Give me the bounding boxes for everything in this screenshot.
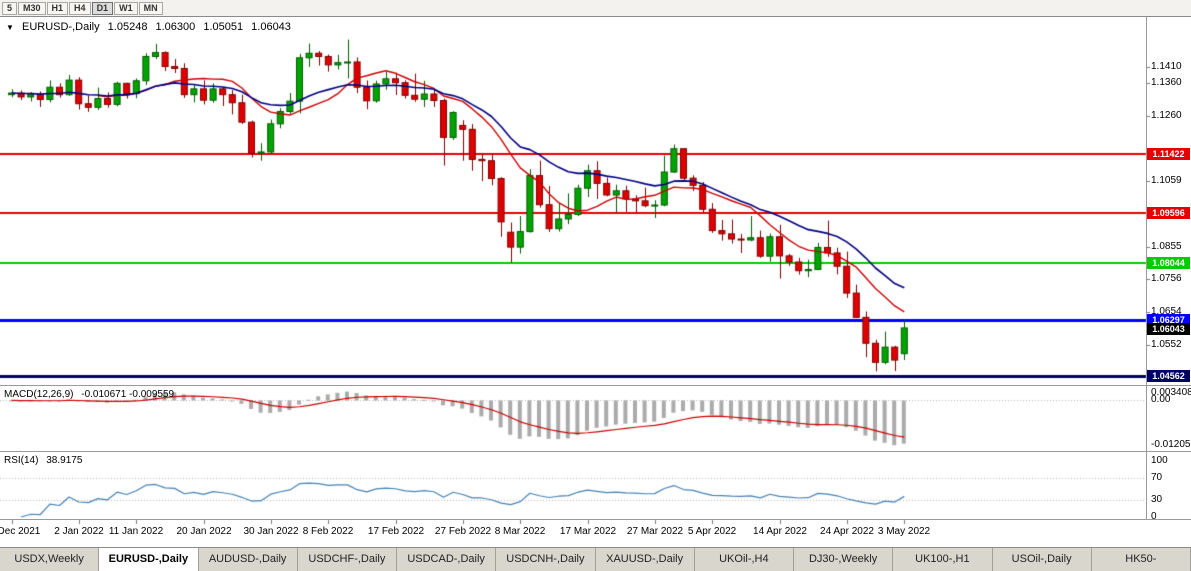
macd-axis-label-0003408: 0.003408: [1151, 387, 1191, 398]
price-axis-label-1-0756: 1.0756: [1151, 273, 1182, 284]
date-axis-label: 14 Apr 2022: [753, 526, 807, 537]
timeframe-toolbar: 5 M30 H1 H4 D1 W1 MN: [0, 0, 1191, 17]
tab-ukoil-h4[interactable]: UKOil-,H4: [694, 548, 794, 571]
date-axis-label: 27 Feb 2022: [434, 526, 492, 537]
symbol-tabbar: USDX,Weekly EURUSD-,Daily AUDUSD-,Daily USD…: [0, 547, 1191, 571]
ohlc-low-value: 1.05051: [203, 21, 244, 33]
timeframe-button-mn[interactable]: MN: [138, 1, 163, 15]
date-axis-label: 23 Dec 2021: [0, 526, 41, 537]
ohlc-high-value: 1.06300: [155, 21, 196, 33]
rsi-axis-label-30: 30: [1151, 494, 1163, 505]
timeframe-button-5[interactable]: 5: [2, 1, 18, 15]
price-axis-label-1-0654: 1.0654: [1151, 306, 1182, 317]
chart-region: ▼ EURUSD-,Daily 1.05248 1.06300 1.05051 …: [0, 17, 1191, 547]
date-axis-label: 11 Jan 2022: [108, 526, 164, 537]
date-axis-label: 17 Mar 2022: [559, 526, 617, 537]
macd-indicator-name: MACD(12,26,9): [4, 389, 74, 400]
panel-separator-main-macd[interactable]: [0, 385, 1191, 386]
macd-indicator-label: MACD(12,26,9) -0.010671 -0.009559: [4, 389, 179, 400]
ohlc-close-value: 1.06043: [251, 21, 291, 33]
timeframe-button-h4[interactable]: H4: [69, 1, 91, 15]
price-axis-line[interactable]: [1146, 17, 1147, 520]
chart-symbol-period: EURUSD-,Daily: [21, 21, 100, 33]
date-axis-label: 8 Mar 2022: [494, 526, 546, 537]
price-axis-label-1-1410: 1.1410: [1151, 61, 1182, 72]
level-badge-1-11422: 1.11422: [1147, 148, 1190, 160]
rsi-axis-label-0: 0: [1151, 511, 1157, 522]
tab-hk50[interactable]: HK50-: [1091, 548, 1191, 571]
date-axis-label: 8 Feb 2022: [302, 526, 354, 537]
tab-audusd-daily[interactable]: AUDUSD-,Daily: [198, 548, 298, 571]
tab-usdcnh-daily[interactable]: USDCNH-,Daily: [496, 548, 596, 571]
macd-indicator-values: -0.010671 -0.009559: [81, 389, 175, 400]
current-price-badge: 1.06043: [1147, 323, 1190, 335]
chart-title: ▼ EURUSD-,Daily 1.05248 1.06300 1.05051 …: [6, 21, 296, 33]
level-badge-1-09596: 1.09596: [1147, 207, 1190, 219]
level-badge-1-08044: 1.08044: [1147, 257, 1190, 269]
panel-separator-macd-rsi[interactable]: [0, 451, 1191, 452]
tab-uk100-h1[interactable]: UK100-,H1: [893, 548, 993, 571]
price-axis-label-1-0855: 1.0855: [1151, 241, 1182, 252]
panel-separator-rsi-dates[interactable]: [0, 519, 1191, 520]
price-axis-label-1-1260: 1.1260: [1151, 110, 1182, 121]
macd-axis-label-001205: -0.01205: [1151, 439, 1191, 450]
price-axis-label-1-1360: 1.1360: [1151, 77, 1182, 88]
chart-dropdown-icon[interactable]: ▼: [6, 23, 14, 32]
level-badge-1-04562: 1.04562: [1147, 370, 1190, 382]
rsi-indicator-name: RSI(14): [4, 455, 39, 466]
chart-overlay: ▼ EURUSD-,Daily 1.05248 1.06300 1.05051 …: [0, 17, 1191, 547]
price-chart-canvas[interactable]: [0, 17, 1191, 547]
timeframe-button-h1[interactable]: H1: [46, 1, 69, 15]
tab-usoil-daily[interactable]: USOil-,Daily: [992, 548, 1092, 571]
rsi-indicator-label: RSI(14) 38.9175: [4, 455, 87, 466]
price-axis-label-1-1059: 1.1059: [1151, 175, 1182, 186]
price-axis-label-1-0552: 1.0552: [1151, 339, 1182, 350]
timeframe-button-d1[interactable]: D1: [91, 1, 114, 15]
tab-usdcad-daily[interactable]: USDCAD-,Daily: [397, 548, 497, 571]
tab-usdchf-daily[interactable]: USDCHF-,Daily: [297, 548, 397, 571]
timeframe-button-m30[interactable]: M30: [18, 1, 46, 15]
rsi-axis-label-100: 100: [1151, 455, 1168, 466]
date-axis-label: 17 Feb 2022: [367, 526, 425, 537]
date-axis-label: 24 Apr 2022: [820, 526, 874, 537]
date-axis-label: 3 May 2022: [877, 526, 931, 537]
date-axis-label: 2 Jan 2022: [54, 526, 104, 537]
rsi-axis-label-70: 70: [1151, 472, 1163, 483]
date-axis-label: 27 Mar 2022: [626, 526, 684, 537]
date-axis-label: 30 Jan 2022: [243, 526, 299, 537]
timeframe-button-w1[interactable]: W1: [114, 1, 138, 15]
tab-dj30-weekly[interactable]: DJ30-,Weekly: [794, 548, 894, 571]
tab-xauusd-daily[interactable]: XAUUSD-,Daily: [595, 548, 695, 571]
tab-usdx-weekly[interactable]: USDX,Weekly: [0, 548, 100, 571]
macd-axis-label-000: 0.00: [1151, 394, 1171, 405]
ohlc-open-value: 1.05248: [107, 21, 148, 33]
rsi-indicator-value: 38.9175: [46, 455, 83, 466]
tab-eurusd-daily[interactable]: EURUSD-,Daily: [99, 548, 199, 571]
date-axis-label: 20 Jan 2022: [176, 526, 232, 537]
date-axis-label: 5 Apr 2022: [687, 526, 737, 537]
